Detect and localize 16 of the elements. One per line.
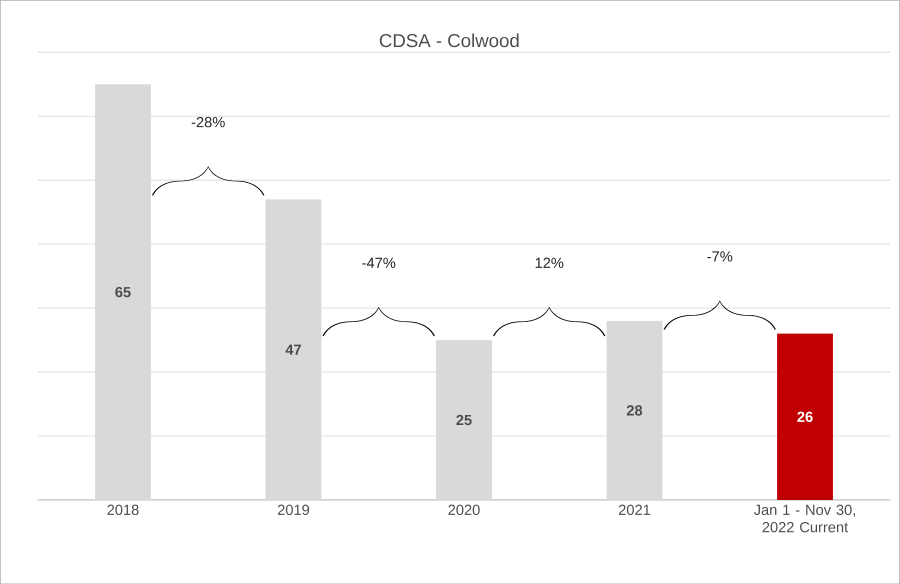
data-label: 26 bbox=[797, 412, 813, 422]
x-tick-label: 2018 bbox=[107, 504, 139, 515]
data-label: 65 bbox=[115, 286, 131, 298]
x-tick-label: 2020 bbox=[448, 504, 480, 515]
annotation: 12% bbox=[536, 258, 564, 268]
annotation: -28% bbox=[192, 116, 225, 128]
annotation: -47% bbox=[362, 258, 396, 268]
data-label: 47 bbox=[286, 344, 301, 355]
data-label: 28 bbox=[626, 405, 642, 416]
x-tick-label: 2021 bbox=[618, 504, 650, 515]
annotation: -7% bbox=[707, 251, 732, 262]
chart-title: CDSA - Colwood bbox=[380, 33, 519, 48]
data-label: 25 bbox=[456, 414, 472, 426]
bar bbox=[777, 334, 833, 500]
x-tick-label: 2019 bbox=[278, 504, 310, 515]
x-tick-label: Jan 1 - Nov 30, 2022 Current bbox=[754, 504, 855, 532]
